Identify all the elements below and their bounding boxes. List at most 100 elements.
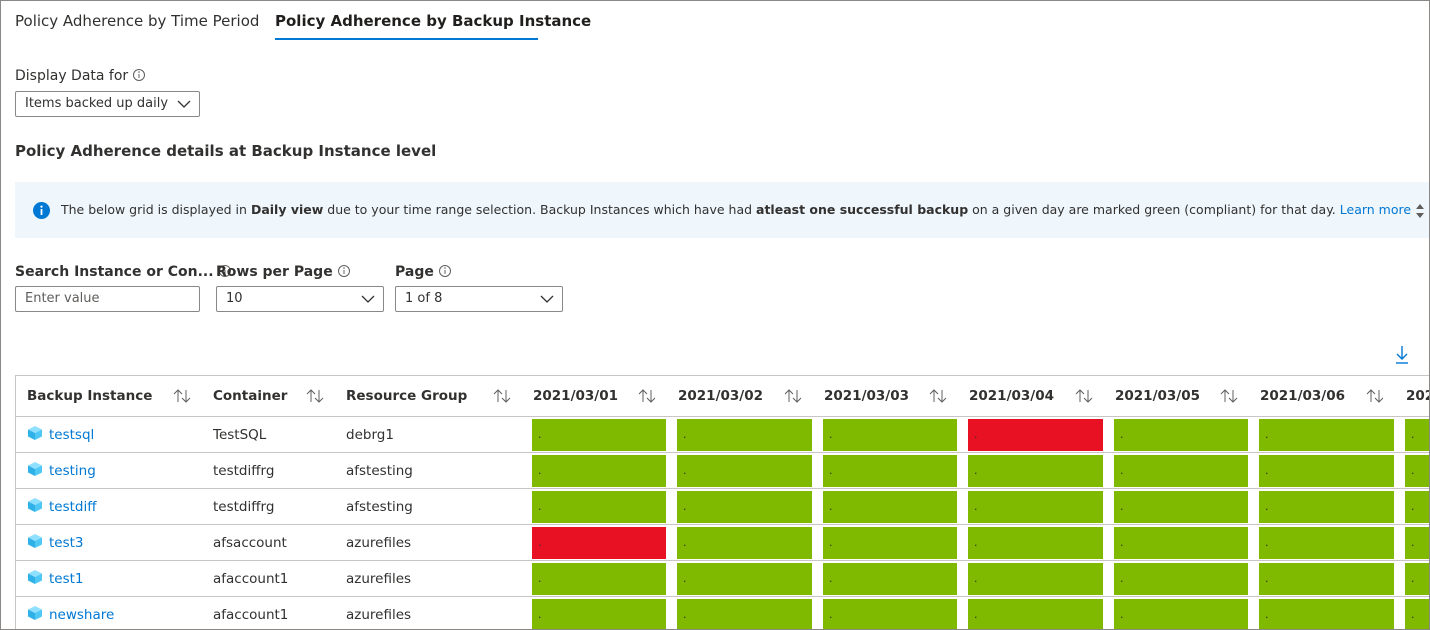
table-row: testsql TestSQL debrg1....... [16,416,1429,453]
chevron [177,100,191,108]
instance-name: testsql [49,427,95,443]
info-icon [33,202,50,219]
column-header[interactable]: Container [213,388,288,404]
status-cell: . [968,491,1103,523]
filter-label: Search Instance or Con... [15,264,232,280]
status-cell: . [532,419,666,451]
instance-icon [28,462,42,476]
label-text: Search Instance or Con... [15,264,214,280]
status-cell: . [532,455,666,487]
placeholder: Enter value [25,291,100,306]
status-cell: . [677,491,812,523]
sort-icon[interactable] [172,388,192,404]
banner-segment: on a given day are marked green (complia… [968,202,1340,217]
instance-link[interactable]: test1 [27,561,84,597]
status-cell: . [1259,563,1394,595]
status-cell: . [1405,527,1429,559]
sort-icon[interactable] [492,388,512,404]
column-header[interactable]: 2021/03/03 [824,388,910,404]
text-input[interactable]: Enter value [15,286,200,312]
table-row: testdiff testdiffrg afstesting....... [16,488,1429,525]
banner-text: The below grid is displayed in Daily vie… [61,182,1411,238]
banner-segment: Daily view [250,202,324,217]
table-row: newshare afaccount1 azurefiles....... [16,596,1429,629]
chevron [540,295,554,303]
column-header[interactable]: 202 [1406,388,1429,404]
learn-more-link[interactable]: Learn more [1339,202,1412,217]
sort-icon[interactable] [1074,388,1094,404]
status-cell: . [823,527,957,559]
table-row: test1 afaccount1 azurefiles....... [16,560,1429,597]
sort-icon[interactable] [1365,388,1385,404]
info-icon[interactable] [337,264,351,278]
column-header[interactable]: Resource Group [346,388,468,404]
sort-icon[interactable] [1219,388,1239,404]
instance-link[interactable]: newshare [27,597,115,629]
filter-label: Rows per Page [216,264,351,280]
status-cell: . [532,599,666,629]
chevron [361,295,375,303]
status-cell: . [677,455,812,487]
container-cell: afaccount1 [213,607,289,623]
instance-name: testdiff [49,499,97,515]
status-cell: . [677,563,812,595]
column-header[interactable]: 2021/03/05 [1115,388,1201,404]
column-header[interactable]: 2021/03/06 [1260,388,1346,404]
container-cell: testdiffrg [213,463,275,479]
status-cell: . [1405,563,1429,595]
info-icon[interactable] [438,264,452,278]
instance-icon [28,606,42,620]
instance-icon [28,426,42,440]
column-header[interactable]: 2021/03/02 [678,388,764,404]
instance-name: newshare [49,607,115,623]
column-header[interactable]: Backup Instance [27,388,153,404]
status-cell: . [532,563,666,595]
instance-link[interactable]: test3 [27,525,84,561]
status-cell: . [968,455,1103,487]
container-cell: testdiffrg [213,499,275,515]
info-icon[interactable] [132,68,146,82]
sort-icon[interactable] [637,388,657,404]
banner-segment: atleast one successful backup [756,202,969,217]
instance-link[interactable]: testing [27,453,96,489]
sort-icon[interactable] [783,388,803,404]
dropdown[interactable]: 1 of 8 [395,286,563,312]
dropdown[interactable]: Items backed up daily [15,91,200,117]
status-cell: . [1259,527,1394,559]
tab-underline [275,38,538,40]
banner-segment: due to your time range selection. Backup… [323,202,757,217]
dropdown[interactable]: 10 [216,286,384,312]
filter-label: Page [395,264,452,280]
dropdown-value: Items backed up daily [25,96,169,111]
status-cell: . [1259,419,1394,451]
dropdown-value: 1 of 8 [405,291,443,306]
status-cell: . [1259,491,1394,523]
download-icon[interactable] [1394,345,1410,365]
column-header[interactable]: 2021/03/01 [533,388,619,404]
instance-icon [28,534,42,548]
container-cell: afaccount1 [213,571,289,587]
status-cell: . [968,599,1103,629]
sort-icon[interactable] [928,388,948,404]
instance-link[interactable]: testdiff [27,489,97,525]
status-cell: . [968,527,1103,559]
tab[interactable]: Policy Adherence by Time Period [15,12,260,30]
tab-active[interactable]: Policy Adherence by Backup Instance [275,12,592,30]
status-cell: . [1259,455,1394,487]
scroll-arrows[interactable] [1415,203,1425,219]
status-cell: . [1405,419,1429,451]
info-icon[interactable] [218,264,232,278]
resource-group-cell: azurefiles [346,607,412,623]
status-cell: . [677,527,812,559]
info-banner: The below grid is displayed in Daily vie… [15,182,1429,238]
sort-icon[interactable] [305,388,325,404]
resource-group-cell: azurefiles [346,535,412,551]
status-cell: . [1405,599,1429,629]
column-header[interactable]: 2021/03/04 [969,388,1055,404]
table: Backup Instance Container Resource Group 20… [15,375,1429,629]
status-cell: . [1114,491,1248,523]
status-cell: . [1405,455,1429,487]
instance-link[interactable]: testsql [27,417,94,453]
status-cell: . [968,563,1103,595]
